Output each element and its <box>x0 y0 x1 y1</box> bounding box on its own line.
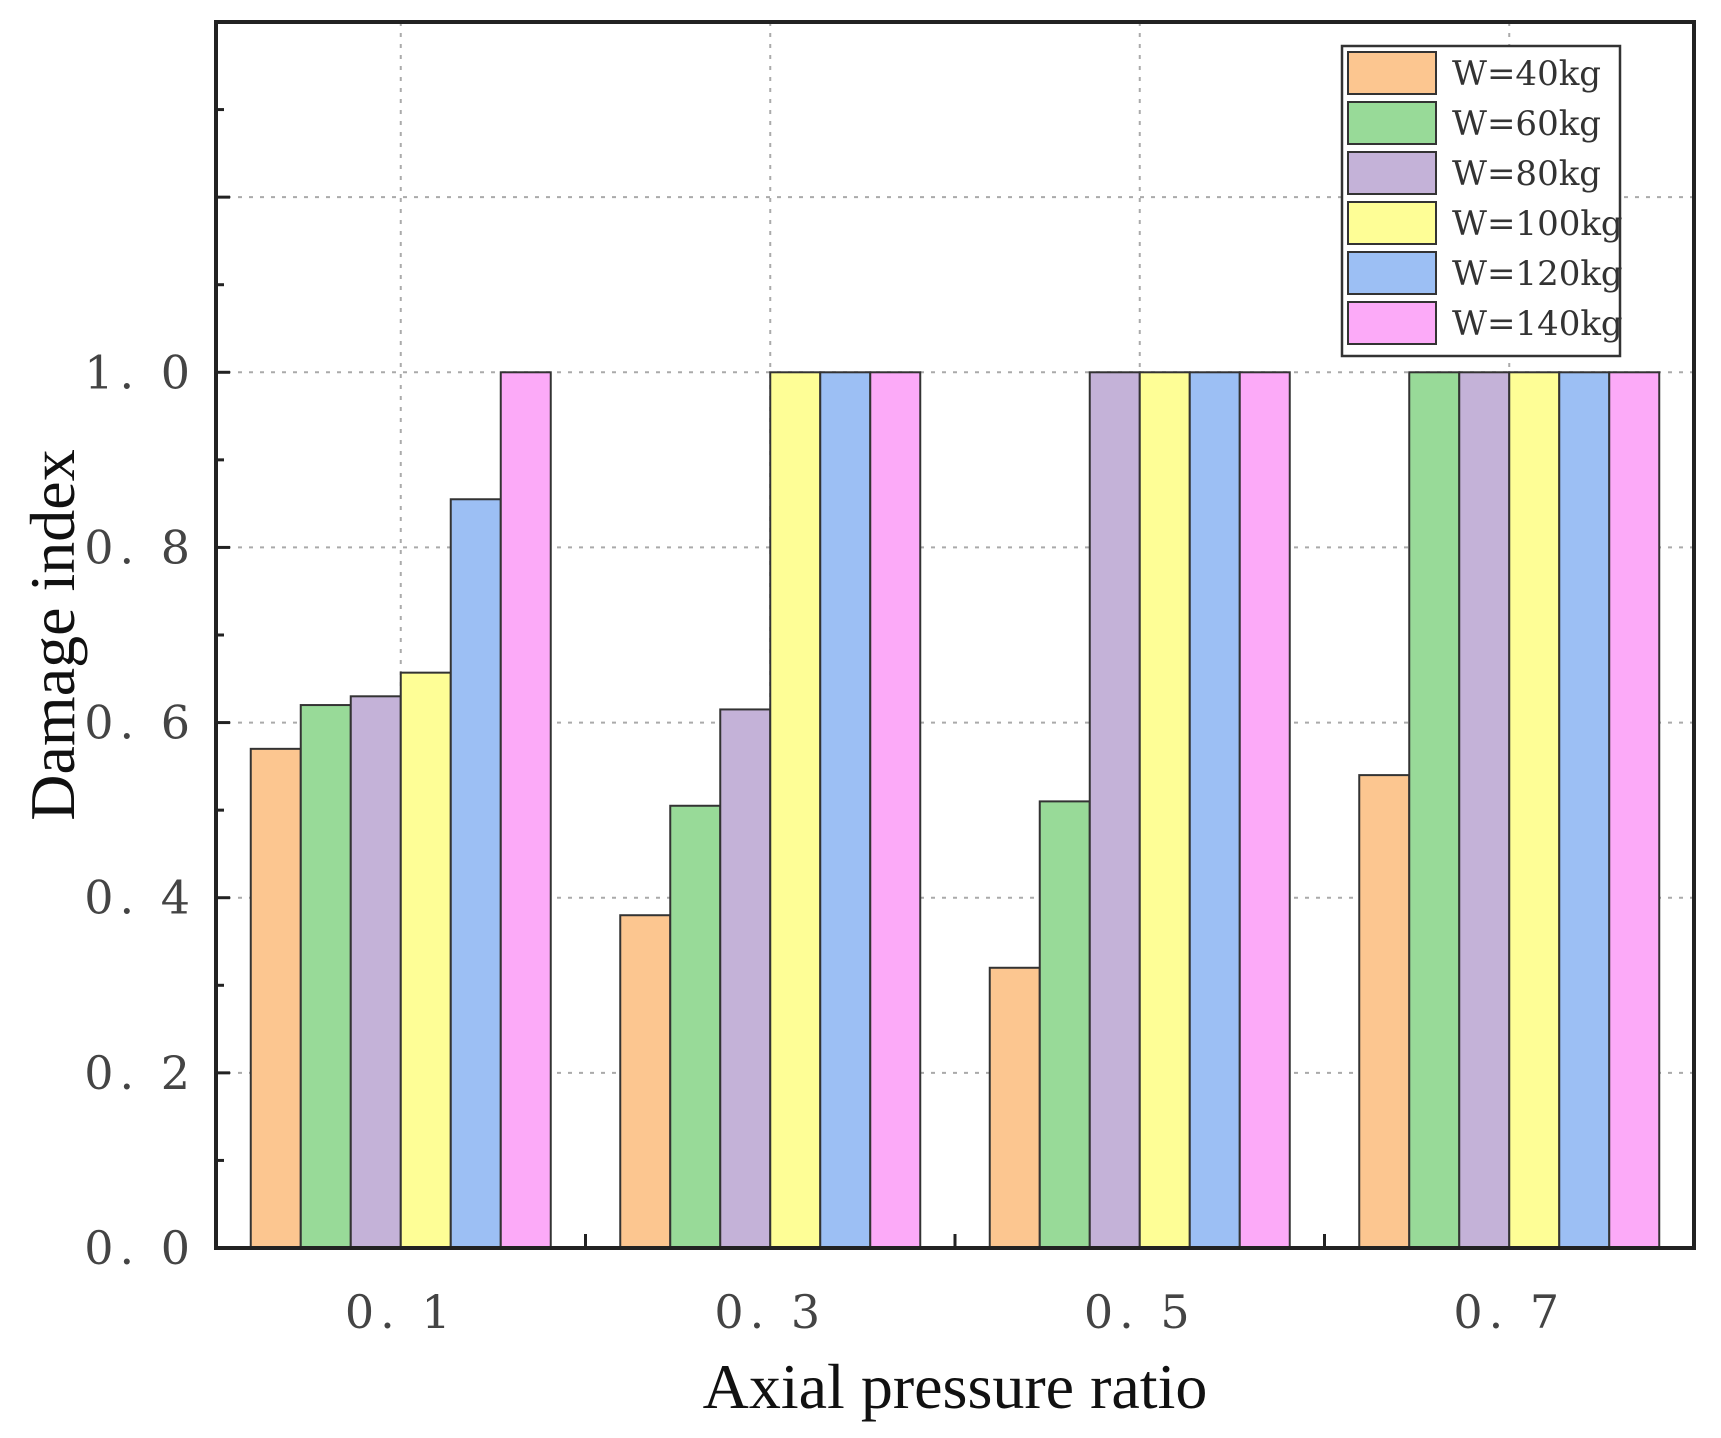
y-axis-title: Damage index <box>17 449 88 820</box>
legend-label: W=80kg <box>1452 154 1601 194</box>
y-tick-label: 0. 2 <box>84 1046 196 1100</box>
y-tick-label: 1. 0 <box>84 345 196 399</box>
legend-swatch <box>1347 101 1437 145</box>
bar-w-100kg-2 <box>769 371 822 1249</box>
bar-w-140kg-4 <box>1608 371 1661 1249</box>
bar-w-40kg-1 <box>249 747 302 1249</box>
bar-w-100kg-4 <box>1508 371 1561 1249</box>
tick-labels: 0. 0 0. 2 0. 4 0. 6 0. 8 1. 0 0. 1 0. 3 0. 5 0. 7 <box>84 345 1565 1339</box>
legend-swatch <box>1347 301 1437 345</box>
bar-w-80kg-1 <box>349 695 402 1249</box>
bar-w-120kg-4 <box>1558 371 1611 1249</box>
bar-w-100kg-3 <box>1138 371 1191 1249</box>
bar-w-120kg-2 <box>819 371 872 1249</box>
bar-w-60kg-2 <box>669 804 722 1249</box>
bar-w-40kg-2 <box>619 914 672 1249</box>
legend-label: W=100kg <box>1452 204 1623 244</box>
legend-swatch <box>1347 51 1437 95</box>
x-tick-label: 0. 1 <box>345 1285 457 1339</box>
legend-swatch <box>1347 201 1437 245</box>
x-tick-label: 0. 5 <box>1084 1285 1196 1339</box>
bar-w-140kg-3 <box>1238 371 1291 1249</box>
x-axis-title: Axial pressure ratio <box>703 1351 1208 1422</box>
y-tick-label: 0. 6 <box>84 696 196 750</box>
bar-w-80kg-2 <box>719 708 772 1249</box>
legend-swatch <box>1347 251 1437 295</box>
legend-label: W=140kg <box>1452 304 1623 344</box>
bar-w-80kg-3 <box>1088 371 1141 1249</box>
x-tick-label: 0. 3 <box>714 1285 826 1339</box>
grid-lines <box>216 22 1694 1248</box>
legend-swatch <box>1347 151 1437 195</box>
y-tick-label: 0. 8 <box>84 520 196 574</box>
bar-w-60kg-4 <box>1408 371 1461 1249</box>
bar-w-140kg-2 <box>869 371 922 1249</box>
bar-w-60kg-3 <box>1038 800 1091 1250</box>
bar-w-40kg-4 <box>1358 774 1411 1249</box>
legend-label: W=120kg <box>1452 254 1623 294</box>
bar-w-100kg-1 <box>399 671 452 1249</box>
bar-w-60kg-1 <box>299 704 352 1249</box>
legend: W=40kg W=60kg W=80kg W=100kg W=120kg W=140kg <box>1340 44 1623 358</box>
bar-w-80kg-4 <box>1458 371 1511 1249</box>
bar-w-120kg-3 <box>1188 371 1241 1249</box>
bar-w-120kg-1 <box>449 498 502 1249</box>
y-tick-label: 0. 4 <box>84 871 196 925</box>
legend-label: W=60kg <box>1452 104 1601 144</box>
legend-label: W=40kg <box>1452 54 1601 94</box>
x-tick-label: 0. 7 <box>1453 1285 1565 1339</box>
axis-ticks <box>216 20 1326 1248</box>
y-tick-label: 0. 0 <box>84 1221 196 1275</box>
bar-w-40kg-3 <box>988 966 1041 1249</box>
bar-w-140kg-1 <box>499 371 552 1249</box>
bars <box>249 371 1661 1250</box>
